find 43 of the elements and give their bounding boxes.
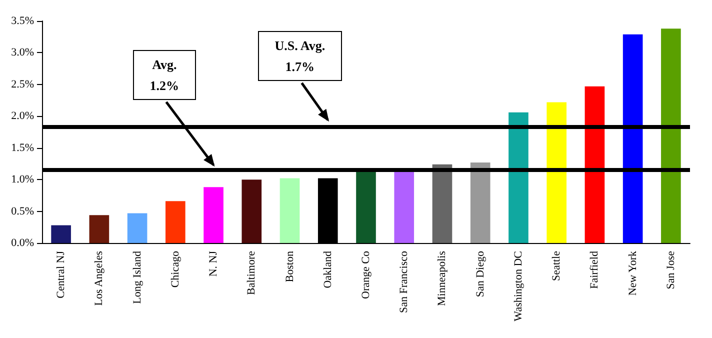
- y-tick-label: 2.0%: [11, 110, 34, 122]
- x-tick-label: New York: [626, 250, 639, 296]
- bar: [394, 171, 414, 243]
- y-tick-label: 1.5%: [11, 142, 34, 154]
- bar: [166, 201, 186, 243]
- y-tick-label: 2.5%: [11, 78, 34, 90]
- x-tick-label: Fairfield: [588, 250, 601, 289]
- x-tick-label: Chicago: [169, 250, 182, 288]
- x-tick-label: Long Island: [131, 250, 144, 304]
- x-tick-label: San Francisco: [398, 250, 410, 314]
- x-tick-label: Washington DC: [512, 251, 524, 322]
- bar: [51, 225, 71, 243]
- y-tick-label: 0.0%: [11, 237, 34, 249]
- bar: [508, 112, 528, 243]
- x-tick-label: N. NJ: [208, 250, 220, 277]
- bar: [280, 178, 300, 243]
- x-tick-label: San Jose: [664, 250, 677, 290]
- bar: [432, 164, 452, 243]
- bar: [242, 180, 262, 243]
- x-tick-label: Los Angeles: [93, 251, 106, 306]
- bar: [470, 162, 490, 243]
- y-tick-label: 3.0%: [11, 46, 34, 59]
- bar: [127, 213, 148, 243]
- x-tick-label: Central NJ: [55, 250, 68, 298]
- bar: [204, 187, 224, 243]
- x-tick-label: Minneapolis: [436, 251, 448, 306]
- bar: [546, 102, 566, 243]
- y-tick-label: 3.5%: [11, 15, 34, 27]
- x-tick-label: Baltimore: [246, 250, 258, 295]
- bar: [89, 215, 110, 243]
- annotation: U.S. Avg. 1.7%: [258, 31, 342, 81]
- x-tick-label: San Diego: [474, 250, 486, 298]
- bar: [622, 34, 643, 243]
- x-tick-label: Orange Co: [360, 250, 372, 299]
- y-tick-label: 0.5%: [11, 205, 34, 218]
- y-tick-label: 1.0%: [11, 174, 34, 186]
- bar: [584, 86, 605, 243]
- x-tick-label: Seattle: [550, 250, 563, 281]
- x-tick-label: Boston: [284, 250, 296, 282]
- annotation: Avg. 1.2%: [132, 50, 196, 100]
- bar: [356, 170, 376, 243]
- bar: [661, 28, 681, 243]
- x-tick-label: Oakland: [322, 250, 334, 288]
